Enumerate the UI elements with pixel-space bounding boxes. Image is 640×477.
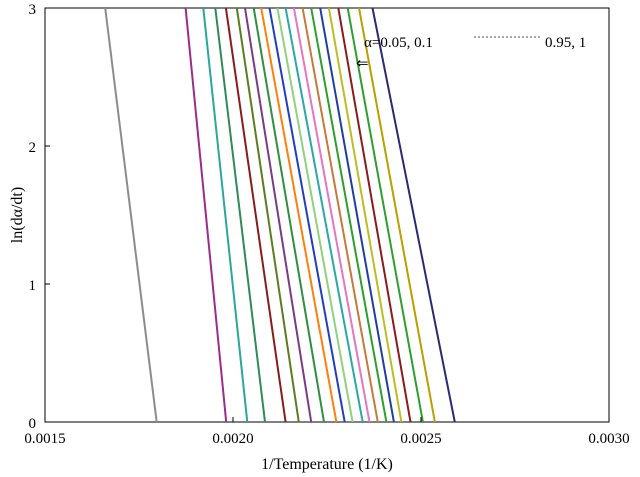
- series-line-13: [292, 7, 371, 423]
- series-line-12: [284, 7, 364, 423]
- tick-layer: 0.0015 0.0020 0.0025 0.0030 0 1 2 3: [24, 2, 629, 447]
- series-line-11: [276, 7, 354, 423]
- series-line-9: [260, 7, 338, 423]
- series-line-20: [358, 7, 436, 423]
- series-line-3: [202, 7, 249, 423]
- series-line-5: [224, 7, 287, 423]
- series-line-14: [301, 7, 379, 423]
- y-tick-label: 3: [29, 2, 37, 18]
- series-line-18: [337, 7, 412, 423]
- y-tick-label: 0: [29, 416, 37, 432]
- series-line-16: [319, 7, 395, 423]
- series-line-7: [244, 7, 313, 423]
- x-tick-label: 0.0030: [588, 431, 629, 447]
- annotation-arrow: ⇐: [356, 56, 369, 72]
- series-line-21: [371, 7, 456, 423]
- series-line-10: [268, 7, 346, 423]
- series-line-4: [214, 7, 266, 423]
- series-layer: [104, 7, 456, 423]
- x-tick-label: 0.0025: [400, 431, 441, 447]
- series-line-1: [104, 7, 158, 423]
- annotation-text-start: α=0.05, 0.1: [364, 35, 433, 51]
- y-tick-label: 1: [29, 278, 37, 294]
- series-line-8: [252, 7, 325, 423]
- series-line-6: [235, 7, 300, 423]
- y-tick-label: 2: [29, 140, 37, 156]
- annotation-text-end: 0.95, 1: [545, 35, 586, 51]
- series-line-15: [310, 7, 388, 423]
- x-tick-label: 0.0020: [212, 431, 253, 447]
- series-line-19: [346, 7, 424, 423]
- x-axis-label: 1/Temperature (1/K): [261, 456, 393, 473]
- y-axis-label: ln(dα/dt): [9, 187, 26, 243]
- plot-frame: [44, 7, 610, 423]
- series-line-2: [184, 7, 228, 423]
- series-line-17: [327, 7, 403, 423]
- x-tick-label: 0.0015: [24, 431, 65, 447]
